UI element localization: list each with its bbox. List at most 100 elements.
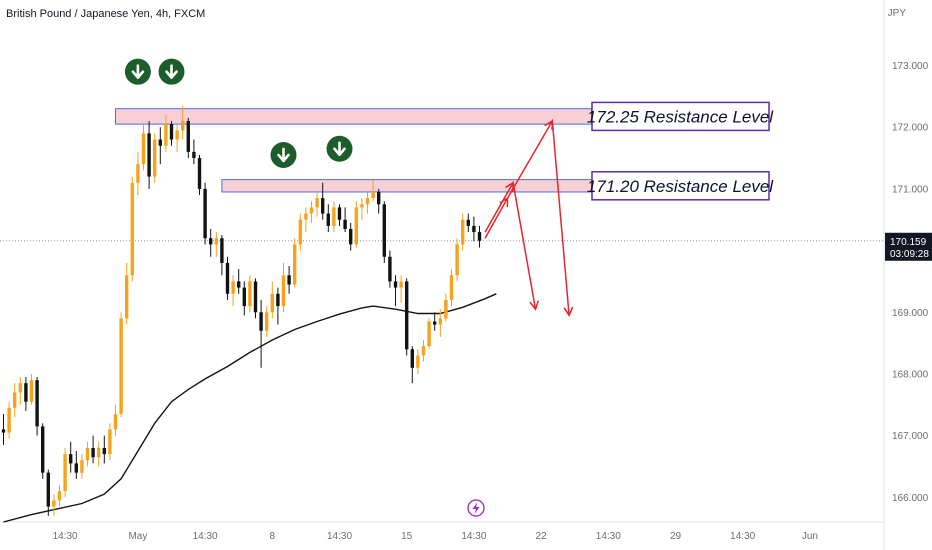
candle-body xyxy=(253,281,258,313)
candle xyxy=(108,423,112,461)
candle xyxy=(382,201,386,263)
candle-body xyxy=(416,355,420,368)
candle xyxy=(399,275,403,304)
price-tick-label: 167.000 xyxy=(892,431,929,442)
candle xyxy=(1,414,6,445)
candle-body xyxy=(147,133,151,177)
candle-body xyxy=(399,281,403,288)
projection-arrowhead xyxy=(499,196,509,208)
candle-body xyxy=(69,454,73,464)
candle xyxy=(18,377,22,405)
candle-body xyxy=(220,238,224,263)
candle xyxy=(287,266,291,294)
lightning-icon[interactable] xyxy=(467,499,485,517)
candle xyxy=(315,191,319,217)
candle-body xyxy=(13,392,17,408)
projection-line xyxy=(484,180,537,310)
time-tick-label: 8 xyxy=(270,531,276,542)
candle-body xyxy=(449,275,454,300)
candle xyxy=(158,127,162,165)
candle xyxy=(125,262,129,325)
candle xyxy=(63,447,67,498)
candle-body xyxy=(298,219,302,245)
candle-body xyxy=(444,299,448,319)
candle-body xyxy=(57,491,62,501)
candle xyxy=(52,494,56,516)
candle xyxy=(169,121,174,146)
candle-body xyxy=(388,256,392,282)
projection-path xyxy=(484,180,540,311)
candle xyxy=(281,262,286,313)
candle-body xyxy=(337,207,342,220)
candle xyxy=(175,124,179,152)
candle xyxy=(220,235,224,276)
candle xyxy=(97,441,101,467)
resistance-level-label: 171.20 Resistance Level xyxy=(587,171,774,201)
candle-body xyxy=(438,318,442,325)
candle-body xyxy=(259,312,263,331)
candle-body xyxy=(225,262,230,294)
arrow-down-head xyxy=(165,70,178,79)
time-tick-label: 14:30 xyxy=(461,531,486,542)
time-tick-label: 14:30 xyxy=(53,531,78,542)
bar-countdown: 03:09:28 xyxy=(890,249,929,260)
candle xyxy=(225,256,230,300)
candle-body xyxy=(231,281,235,294)
candle-body xyxy=(304,213,308,220)
candle-body xyxy=(332,207,336,226)
candle xyxy=(393,275,398,307)
time-axis[interactable]: 14:30 May 14:30 8 14:30 15 14:30 22 14:30 29 14:30… xyxy=(53,499,818,542)
resistance-label-box xyxy=(591,171,770,201)
time-tick-label: 14:30 xyxy=(596,531,621,542)
projection-line xyxy=(484,118,570,316)
candle xyxy=(265,306,269,337)
candle-body xyxy=(24,383,28,402)
price-axis[interactable]: 166.000167.000168.000169.000170.000171.0… xyxy=(885,61,932,504)
candle xyxy=(349,222,353,251)
candle xyxy=(153,133,157,183)
candle xyxy=(119,312,123,418)
candle xyxy=(354,201,358,248)
candle xyxy=(293,238,297,288)
candle xyxy=(433,312,437,331)
time-tick-label: 29 xyxy=(670,531,682,542)
candle-body xyxy=(181,121,185,131)
candle xyxy=(309,201,314,223)
candle-body xyxy=(113,414,118,430)
time-tick-label: 14:30 xyxy=(730,531,755,542)
candle xyxy=(466,213,470,233)
candle xyxy=(69,441,73,473)
candle-body xyxy=(102,447,106,455)
candle xyxy=(164,114,168,152)
candle-body xyxy=(209,238,213,245)
candle xyxy=(248,275,252,313)
candle-body xyxy=(265,312,269,331)
candle xyxy=(304,207,308,233)
time-tick-label: May xyxy=(128,531,147,542)
candle-body xyxy=(248,281,252,307)
arrow-down-head xyxy=(277,153,290,163)
candle xyxy=(276,287,280,325)
price-tick-label: 166.000 xyxy=(892,493,929,504)
candle xyxy=(416,349,420,374)
time-tick-label: 15 xyxy=(401,531,413,542)
candle-body xyxy=(74,463,78,473)
candle-body xyxy=(455,244,459,276)
moving-average-line xyxy=(3,293,497,523)
price-tick-label: 171.000 xyxy=(892,184,929,195)
candle xyxy=(438,309,442,337)
candle xyxy=(472,216,476,242)
candle xyxy=(449,269,454,307)
candle-body xyxy=(125,275,129,319)
candle xyxy=(444,293,448,322)
price-tick-label: 168.000 xyxy=(892,369,929,380)
candle xyxy=(85,441,90,467)
candle-body xyxy=(119,318,123,415)
candle xyxy=(136,151,140,196)
candle xyxy=(326,204,330,233)
candle-body xyxy=(7,407,11,433)
candle-body xyxy=(1,429,6,433)
candle xyxy=(209,228,213,257)
